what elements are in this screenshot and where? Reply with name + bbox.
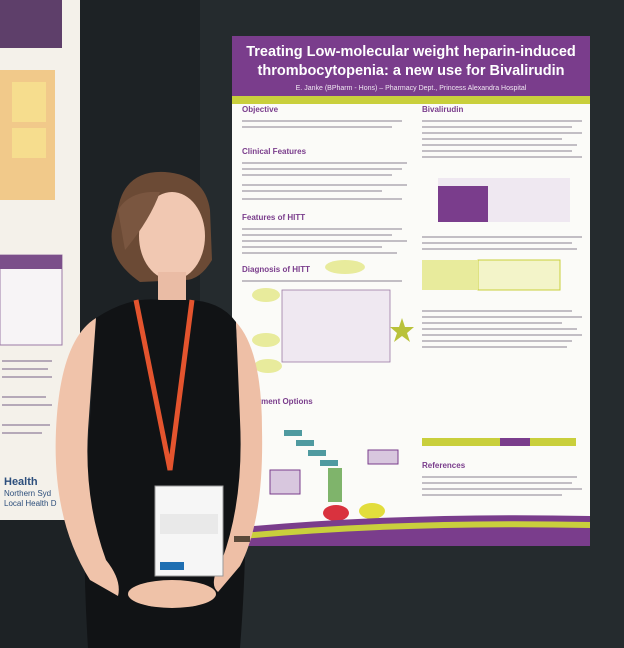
flow-node [252, 333, 280, 347]
badge-name-area [160, 514, 218, 534]
text-line [242, 174, 392, 176]
poster-title: thrombocytopenia: a new use for Bivaliru… [258, 63, 565, 79]
treatment-flow [284, 430, 338, 466]
text-line [422, 156, 582, 158]
section-heading: Diagnosis of HITT [242, 265, 310, 274]
text-line [242, 126, 392, 128]
poster-stripe [232, 96, 590, 104]
badge-tag [160, 562, 184, 570]
text-line [242, 228, 402, 230]
flow-step [284, 430, 302, 436]
section-heading: Bivalirudin [422, 105, 463, 114]
text-line [2, 376, 52, 378]
text-line [2, 424, 50, 426]
text-line [242, 234, 392, 236]
flow-node [359, 503, 385, 519]
text-line [422, 328, 577, 330]
flow-node [252, 288, 280, 302]
text-line [242, 168, 402, 170]
text-line [2, 396, 46, 398]
left-arm [55, 318, 119, 596]
text-line [422, 476, 577, 478]
text-line [2, 368, 48, 370]
text-line [422, 242, 572, 244]
text-line [242, 184, 407, 186]
text-line [242, 252, 397, 254]
text-line [422, 144, 577, 146]
text-line [422, 482, 572, 484]
flow-node [323, 505, 349, 521]
flow-node [325, 260, 365, 274]
text-line [242, 198, 402, 200]
lanyard [133, 299, 195, 471]
side-poster-table [0, 254, 63, 346]
flow-step [296, 440, 314, 446]
flow-step [308, 450, 326, 456]
text-line [242, 240, 407, 242]
star-icon [390, 318, 414, 342]
text-line [2, 404, 52, 406]
right-arm [213, 322, 263, 592]
flow-box [328, 468, 342, 502]
flow-box [367, 449, 399, 465]
hands [128, 580, 216, 608]
text-line [422, 132, 582, 134]
flow-node [254, 359, 282, 373]
hair [118, 191, 160, 250]
side-logo-text: Local Health D [4, 499, 57, 508]
poster-header [232, 36, 590, 96]
side-poster-table-head [0, 255, 62, 269]
text-line [422, 138, 562, 140]
text-line [2, 432, 42, 434]
side-poster-photo [0, 0, 62, 48]
text-line [422, 310, 572, 312]
text-line [422, 236, 582, 238]
neck [158, 272, 186, 302]
text-line [242, 190, 382, 192]
section-heading: References [422, 461, 466, 470]
text-line [242, 280, 402, 282]
timeline-bar [500, 438, 530, 446]
text-line [422, 316, 582, 318]
section-heading: Clinical Features [242, 147, 307, 156]
side-poster-block [12, 82, 46, 122]
section-heading: Features of HITT [242, 213, 305, 222]
bracelet [234, 536, 250, 542]
section-heading: Treatment Options [242, 397, 313, 406]
text-line [422, 346, 567, 348]
text-line [242, 246, 382, 248]
poster-body-text [242, 120, 582, 496]
section-heading: Objective [242, 105, 279, 114]
text-line [422, 126, 572, 128]
text-line [242, 162, 407, 164]
info-table-col [438, 186, 488, 222]
text-line [242, 120, 402, 122]
dose-table [477, 259, 561, 291]
side-poster-text [2, 360, 52, 434]
side-logo-text: Northern Syd [4, 489, 51, 498]
dose-table-col [422, 260, 478, 290]
poster-title: Treating Low-molecular weight heparin-in… [246, 44, 576, 60]
text-line [422, 322, 562, 324]
flow-box [269, 469, 301, 495]
side-poster-block [12, 128, 46, 158]
text-line [422, 248, 577, 250]
text-line [422, 334, 582, 336]
text-line [422, 494, 562, 496]
poster-author: E. Janke (BPharm - Hons) – Pharmacy Dept… [296, 85, 527, 92]
flow-step [320, 460, 338, 466]
text-line [422, 120, 582, 122]
text-line [422, 150, 572, 152]
face [139, 192, 205, 280]
diagnosis-table [281, 289, 391, 363]
poster-footer-stripe [232, 521, 590, 540]
text-line [422, 340, 572, 342]
text-line [422, 488, 582, 490]
text-line [2, 360, 52, 362]
timeline-bar [422, 438, 576, 446]
side-logo-text: Health [4, 476, 38, 488]
